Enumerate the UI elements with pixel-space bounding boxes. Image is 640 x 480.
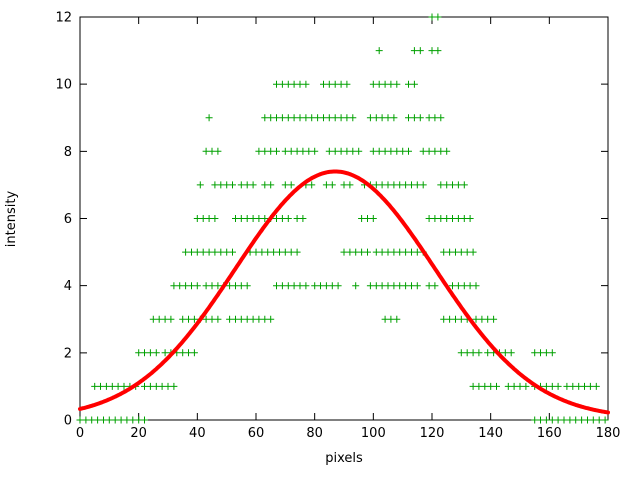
y-tick-label: 0 — [64, 414, 72, 429]
x-tick-label: 180 — [596, 426, 621, 441]
x-tick-label: 160 — [537, 426, 562, 441]
y-tick-label: 10 — [55, 78, 72, 93]
x-tick-label: 20 — [130, 426, 147, 441]
x-tick-label: 120 — [420, 426, 445, 441]
y-axis-label: intensity — [4, 191, 19, 248]
fit-curve — [78, 169, 610, 415]
x-tick-label: 0 — [76, 426, 84, 441]
y-tick-label: 6 — [64, 212, 72, 227]
x-axis-label: pixels — [325, 451, 363, 466]
plot-generated-layer: 0 20 40 60 80 100 120 140 160 180 0 2 4 6 8 10 12 — [55, 11, 620, 442]
plot-border — [79, 16, 609, 421]
y-tick-label: 2 — [64, 346, 72, 361]
x-tick-label: 60 — [248, 426, 265, 441]
x-tick-label: 140 — [478, 426, 503, 441]
y-tick-label: 8 — [64, 145, 72, 160]
y-tick-label: 12 — [55, 11, 72, 26]
x-tick-label: 80 — [306, 426, 323, 441]
scatter-points — [76, 13, 609, 424]
y-tick-label: 4 — [64, 279, 72, 294]
x-tick-label: 40 — [189, 426, 206, 441]
x-tick-label: 100 — [361, 426, 386, 441]
tick-marks — [79, 16, 609, 421]
